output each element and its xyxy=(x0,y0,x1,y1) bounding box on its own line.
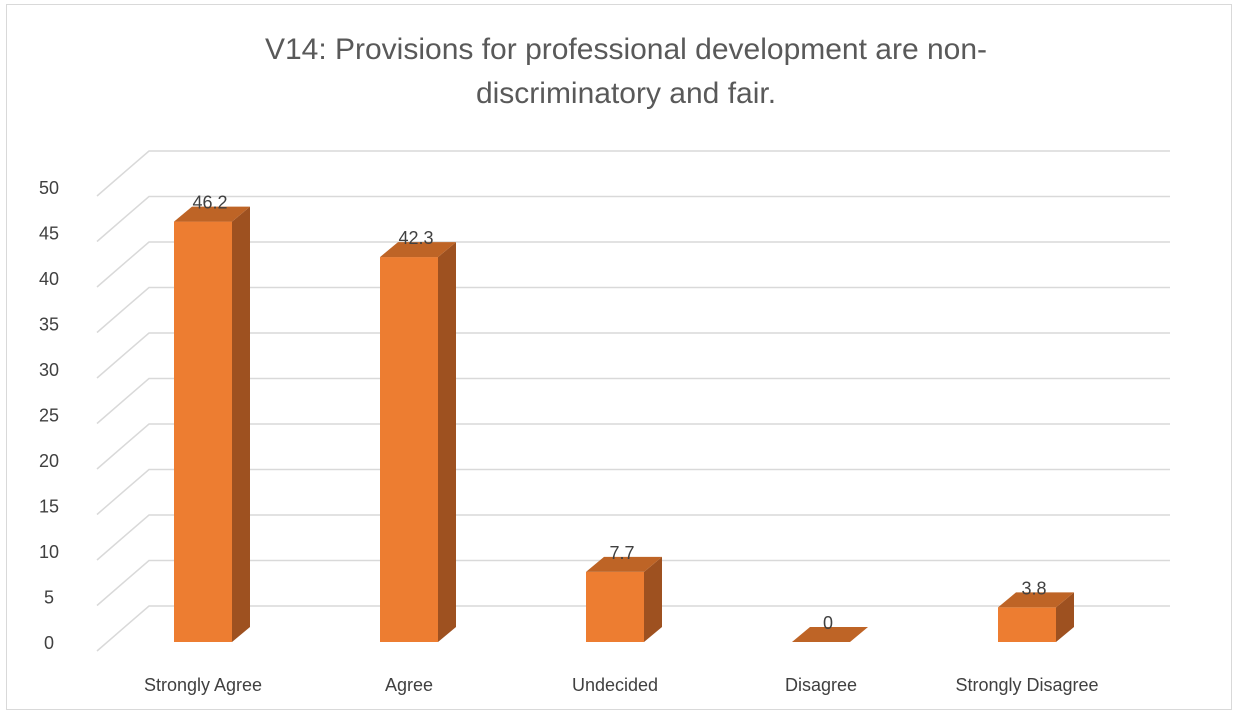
bar-strongly-disagree xyxy=(998,592,1074,642)
category-label-disagree: Disagree xyxy=(785,675,857,695)
chart-title-line-1: V14: Provisions for professional develop… xyxy=(265,33,987,66)
y-tick-label-40: 40 xyxy=(39,269,59,289)
bar-undecided xyxy=(586,556,662,642)
data-label-agree: 42.3 xyxy=(398,228,433,248)
gridline-40 xyxy=(96,241,1170,288)
bar-side-face xyxy=(644,556,662,642)
gridline-20 xyxy=(96,423,1170,470)
category-label-strongly-disagree: Strongly Disagree xyxy=(955,675,1098,695)
bar-agree xyxy=(380,242,456,642)
y-tick-label-0: 0 xyxy=(44,633,54,653)
gridlines xyxy=(96,150,1170,652)
bar-front-face xyxy=(174,221,232,642)
category-label-undecided: Undecided xyxy=(572,675,658,695)
gridline-0 xyxy=(96,605,1170,652)
bar-side-face xyxy=(232,206,250,642)
bar-side-face xyxy=(1056,592,1074,642)
gridline-45 xyxy=(96,195,1170,243)
y-tick-label-25: 25 xyxy=(39,406,59,426)
chart-title-line-2: discriminatory and fair. xyxy=(476,77,776,110)
y-axis-tick-labels: 0 5 10 15 20 25 30 35 40 45 50 xyxy=(39,178,59,653)
gridline-50 xyxy=(96,150,1170,197)
bar-chart: V14: Provisions for professional develop… xyxy=(39,33,1170,695)
bar-top-face xyxy=(998,592,1074,608)
gridline-35 xyxy=(96,286,1170,334)
gridline-15 xyxy=(96,468,1170,516)
bar-disagree xyxy=(792,627,868,642)
bar-strongly-agree xyxy=(174,206,250,642)
category-label-agree: Agree xyxy=(385,675,433,695)
y-tick-label-30: 30 xyxy=(39,360,59,380)
y-tick-label-15: 15 xyxy=(39,497,59,517)
y-tick-label-20: 20 xyxy=(39,451,59,471)
chart-title: V14: Provisions for professional develop… xyxy=(265,33,987,110)
x-axis-category-labels: Strongly Agree Agree Undecided Disagree Stro… xyxy=(144,675,1099,695)
bar-front-face xyxy=(998,607,1056,642)
gridline-10 xyxy=(96,514,1170,561)
gridline-30 xyxy=(96,332,1170,379)
data-labels: 46.2 42.3 7.7 0 3.8 xyxy=(192,193,1046,633)
y-tick-label-5: 5 xyxy=(44,588,54,608)
y-tick-label-50: 50 xyxy=(39,178,59,198)
data-label-strongly-disagree: 3.8 xyxy=(1021,578,1046,598)
gridline-25 xyxy=(96,377,1170,425)
chart-container: V14: Provisions for professional develop… xyxy=(6,4,1232,710)
data-label-undecided: 7.7 xyxy=(609,543,634,563)
bar-top-face xyxy=(174,206,250,222)
category-label-strongly-agree: Strongly Agree xyxy=(144,675,262,695)
data-label-disagree: 0 xyxy=(823,613,833,633)
bar-top-face xyxy=(792,627,868,642)
y-tick-label-35: 35 xyxy=(39,315,59,335)
bar-front-face xyxy=(380,257,438,642)
gridline-5 xyxy=(96,559,1170,607)
y-tick-label-45: 45 xyxy=(39,224,59,244)
bar-front-face xyxy=(586,571,644,642)
bar-top-face xyxy=(380,242,456,258)
bar-top-face xyxy=(586,556,662,572)
bar-side-face xyxy=(438,242,456,642)
y-tick-label-10: 10 xyxy=(39,542,59,562)
data-label-strongly-agree: 46.2 xyxy=(192,193,227,213)
bars xyxy=(174,206,1074,642)
